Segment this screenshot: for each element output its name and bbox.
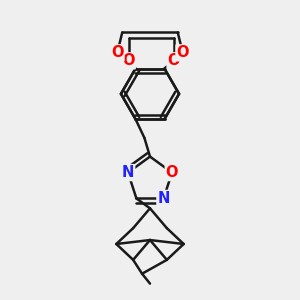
Text: N: N [158,191,170,206]
Text: O: O [111,45,124,60]
Text: O: O [176,45,189,60]
Text: O: O [122,53,135,68]
Text: O: O [166,165,178,180]
Text: O: O [167,53,180,68]
Text: N: N [122,165,134,180]
